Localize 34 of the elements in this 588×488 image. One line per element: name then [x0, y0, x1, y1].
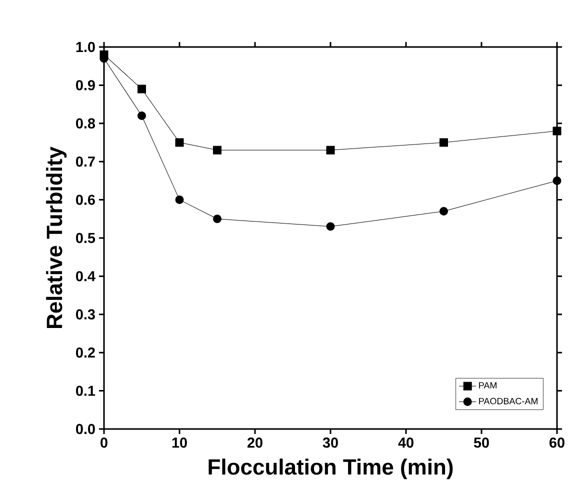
point [440, 138, 448, 147]
point [326, 146, 335, 154]
y-tick-label: 0.8 [76, 118, 96, 128]
point [175, 138, 184, 147]
y-tick-label: 0.2 [76, 348, 95, 358]
x-tick-label: 50 [474, 438, 489, 448]
point [552, 176, 562, 185]
y-tick-label: 1.0 [76, 42, 95, 52]
point [552, 126, 562, 136]
y-tick-label: 0.4 [76, 271, 96, 282]
y-axis-title: Relative Turbidity [46, 146, 67, 328]
y-tick-label: 0.1 [76, 386, 96, 396]
x-tick-label: 30 [322, 438, 338, 448]
point [213, 146, 222, 154]
point [326, 222, 335, 231]
y-tick-label: 0.5 [76, 232, 96, 244]
point [175, 196, 184, 204]
x-tick-label: 60 [550, 438, 564, 448]
x-tick-label: 0 [100, 438, 108, 448]
x-tick-label: 40 [398, 438, 414, 448]
y-tick-label: 0.6 [76, 194, 95, 205]
point [138, 84, 146, 94]
legend-label: PAODBAC-AM [479, 398, 538, 404]
point [213, 214, 222, 224]
x-axis-title: Flocculation Time (min) [208, 458, 453, 480]
y-tick-label: 0.7 [76, 156, 95, 167]
y-tick-label: 0.0 [76, 424, 95, 434]
y-tick-label: 0.9 [76, 80, 95, 90]
point [138, 112, 146, 120]
point [440, 207, 448, 216]
x-tick-label: 10 [172, 438, 187, 448]
legend-label: PAM [479, 382, 496, 388]
y-tick-label: 0.3 [76, 309, 95, 320]
x-tick-label: 20 [247, 438, 262, 448]
